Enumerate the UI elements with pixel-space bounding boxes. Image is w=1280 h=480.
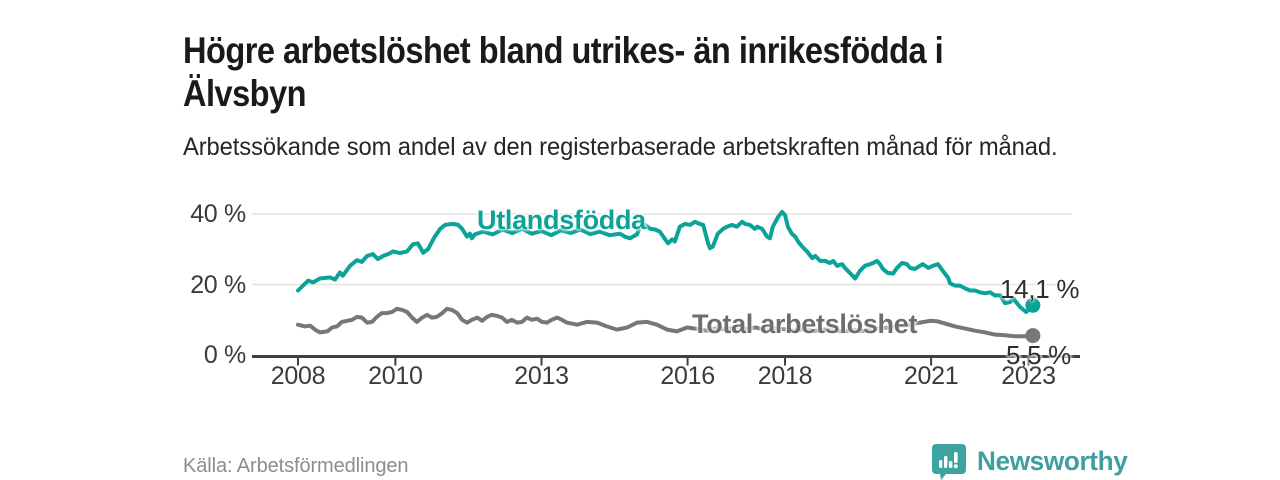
series-line-utlandsfodda — [296, 209, 1035, 314]
logo-bubble — [932, 444, 966, 480]
y-tick-label: 40 % — [190, 200, 246, 228]
series-end-dot-total — [1025, 328, 1041, 344]
end-value-label-total: 5,5 % — [1006, 340, 1071, 370]
series-label-total-arbetsloshet: Total arbetslöshet — [692, 309, 918, 339]
source-note: Källa: Arbetsförmedlingen — [183, 455, 409, 477]
chart-subtitle: Arbetssökande som andel av den registerb… — [183, 133, 1058, 161]
x-tick-label: 2018 — [757, 362, 813, 390]
series-line-total — [296, 306, 1035, 339]
x-tick-label: 2021 — [903, 362, 959, 390]
x-tick-label: 2008 — [270, 362, 326, 390]
logo-bars — [939, 452, 958, 469]
series-end-dot-utlandsfodda — [1025, 297, 1041, 313]
series-label-utlandsfodda: Utlandsfödda — [477, 205, 646, 235]
x-tick-label: 2010 — [368, 362, 423, 390]
x-tick-label: 2013 — [514, 362, 569, 390]
y-tick-label: 20 % — [190, 270, 246, 299]
x-tick-label: 2016 — [660, 362, 715, 390]
page-title: Högre arbetslöshet bland utrikes- än inr… — [183, 29, 944, 115]
x-tick-label: 2023 — [1001, 362, 1056, 390]
newsworthy-logo-icon — [932, 444, 966, 480]
newsworthy-wordmark: Newsworthy — [977, 445, 1128, 476]
end-value-label-utlandsfodda: 14,1 % — [1000, 274, 1080, 304]
y-tick-label: 0 % — [203, 341, 246, 369]
newsworthy-logo: Newsworthy — [931, 442, 1132, 480]
